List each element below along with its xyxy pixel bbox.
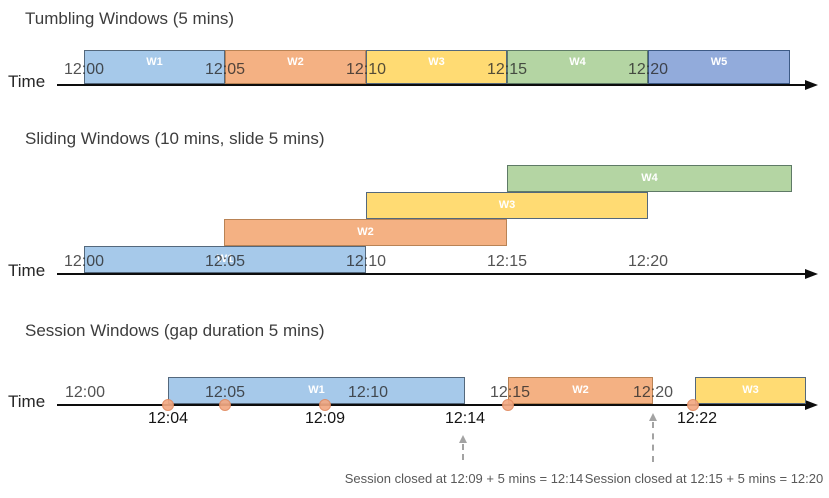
tick-label-tumbling-2: 12:10 [345, 61, 387, 78]
tick-label-session-3: 12:15 [489, 384, 531, 401]
window-bar-tumbling-w4 [507, 50, 648, 84]
time-axis-label-session: Time [8, 392, 46, 411]
event-time-label-0: 12:04 [147, 410, 189, 427]
callout-dashed-line-0 [462, 444, 464, 460]
window-label-tumbling-w3: W3 [428, 56, 445, 68]
window-bar-tumbling-w1 [84, 50, 225, 84]
event-time-label-2: 12:14 [444, 410, 486, 427]
window-bar-sliding-w3 [366, 192, 648, 219]
tick-label-session-2: 12:10 [347, 384, 389, 401]
tick-label-sliding-3: 12:15 [486, 253, 528, 270]
tick-label-tumbling-4: 12:20 [627, 61, 669, 78]
event-dot-0 [162, 399, 174, 411]
window-label-tumbling-w2: W2 [287, 56, 304, 68]
event-dot-2 [319, 399, 331, 411]
tick-label-tumbling-0: 12:00 [63, 61, 105, 78]
section-title-session: Session Windows (gap duration 5 mins) [25, 321, 325, 340]
window-label-tumbling-w5: W5 [710, 56, 728, 68]
tick-label-session-4: 12:20 [632, 384, 674, 401]
tick-label-sliding-0: 12:00 [63, 253, 105, 270]
event-time-label-1: 12:09 [304, 410, 346, 427]
time-axis-line-sliding [57, 273, 806, 275]
section-title-tumbling: Tumbling Windows (5 mins) [25, 9, 235, 28]
callout-dashed-line-1 [652, 422, 654, 462]
window-bar-tumbling-w5 [648, 50, 790, 84]
window-bar-sliding-w2 [224, 219, 507, 246]
tick-label-session-0: 12:00 [64, 384, 106, 401]
callout-text-1: Session closed at 12:15 + 5 mins = 12:20 [584, 471, 824, 486]
event-time-label-3: 12:22 [676, 410, 718, 427]
window-label-session-w1: W1 [308, 384, 325, 396]
window-bar-tumbling-w3 [366, 50, 507, 84]
time-axis-label-sliding: Time [8, 261, 46, 280]
window-bar-sliding-w4 [507, 165, 792, 192]
callout-text-0: Session closed at 12:09 + 5 mins = 12:14 [344, 471, 584, 486]
time-axis-arrowhead-sliding [805, 269, 818, 279]
callout-arrowhead-0 [459, 435, 467, 443]
window-bar-session-w3 [695, 377, 806, 404]
window-bar-sliding-w1 [84, 246, 366, 273]
tick-label-tumbling-3: 12:15 [486, 61, 528, 78]
time-axis-line-tumbling [57, 84, 806, 86]
time-axis-arrowhead-session [805, 400, 818, 410]
window-label-sliding-w4: W4 [641, 172, 658, 184]
section-title-sliding: Sliding Windows (10 mins, slide 5 mins) [25, 129, 325, 148]
tick-label-sliding-4: 12:20 [627, 253, 669, 270]
window-label-session-w2: W2 [572, 384, 589, 396]
time-axis-label-tumbling: Time [8, 72, 46, 91]
callout-arrowhead-1 [649, 413, 657, 421]
window-label-sliding-w2: W2 [357, 226, 374, 238]
event-dot-3 [502, 399, 514, 411]
event-dot-4 [687, 399, 699, 411]
window-bar-session-w2 [508, 377, 653, 404]
tick-label-sliding-1: 12:05 [204, 253, 246, 270]
tick-label-tumbling-1: 12:05 [204, 61, 246, 78]
window-bar-session-w1 [168, 377, 465, 404]
tick-label-session-1: 12:05 [204, 384, 246, 401]
event-dot-1 [219, 399, 231, 411]
window-label-tumbling-w4: W4 [569, 56, 586, 68]
window-label-sliding-w3: W3 [498, 199, 516, 211]
time-axis-arrowhead-tumbling [805, 80, 818, 90]
time-axis-line-session [57, 404, 806, 406]
window-label-tumbling-w1: W1 [146, 56, 163, 68]
window-label-session-w3: W3 [742, 384, 759, 396]
window-bar-tumbling-w2 [225, 50, 366, 84]
tick-label-sliding-2: 12:10 [345, 253, 387, 270]
window-label-sliding-w1: W1 [216, 253, 234, 265]
